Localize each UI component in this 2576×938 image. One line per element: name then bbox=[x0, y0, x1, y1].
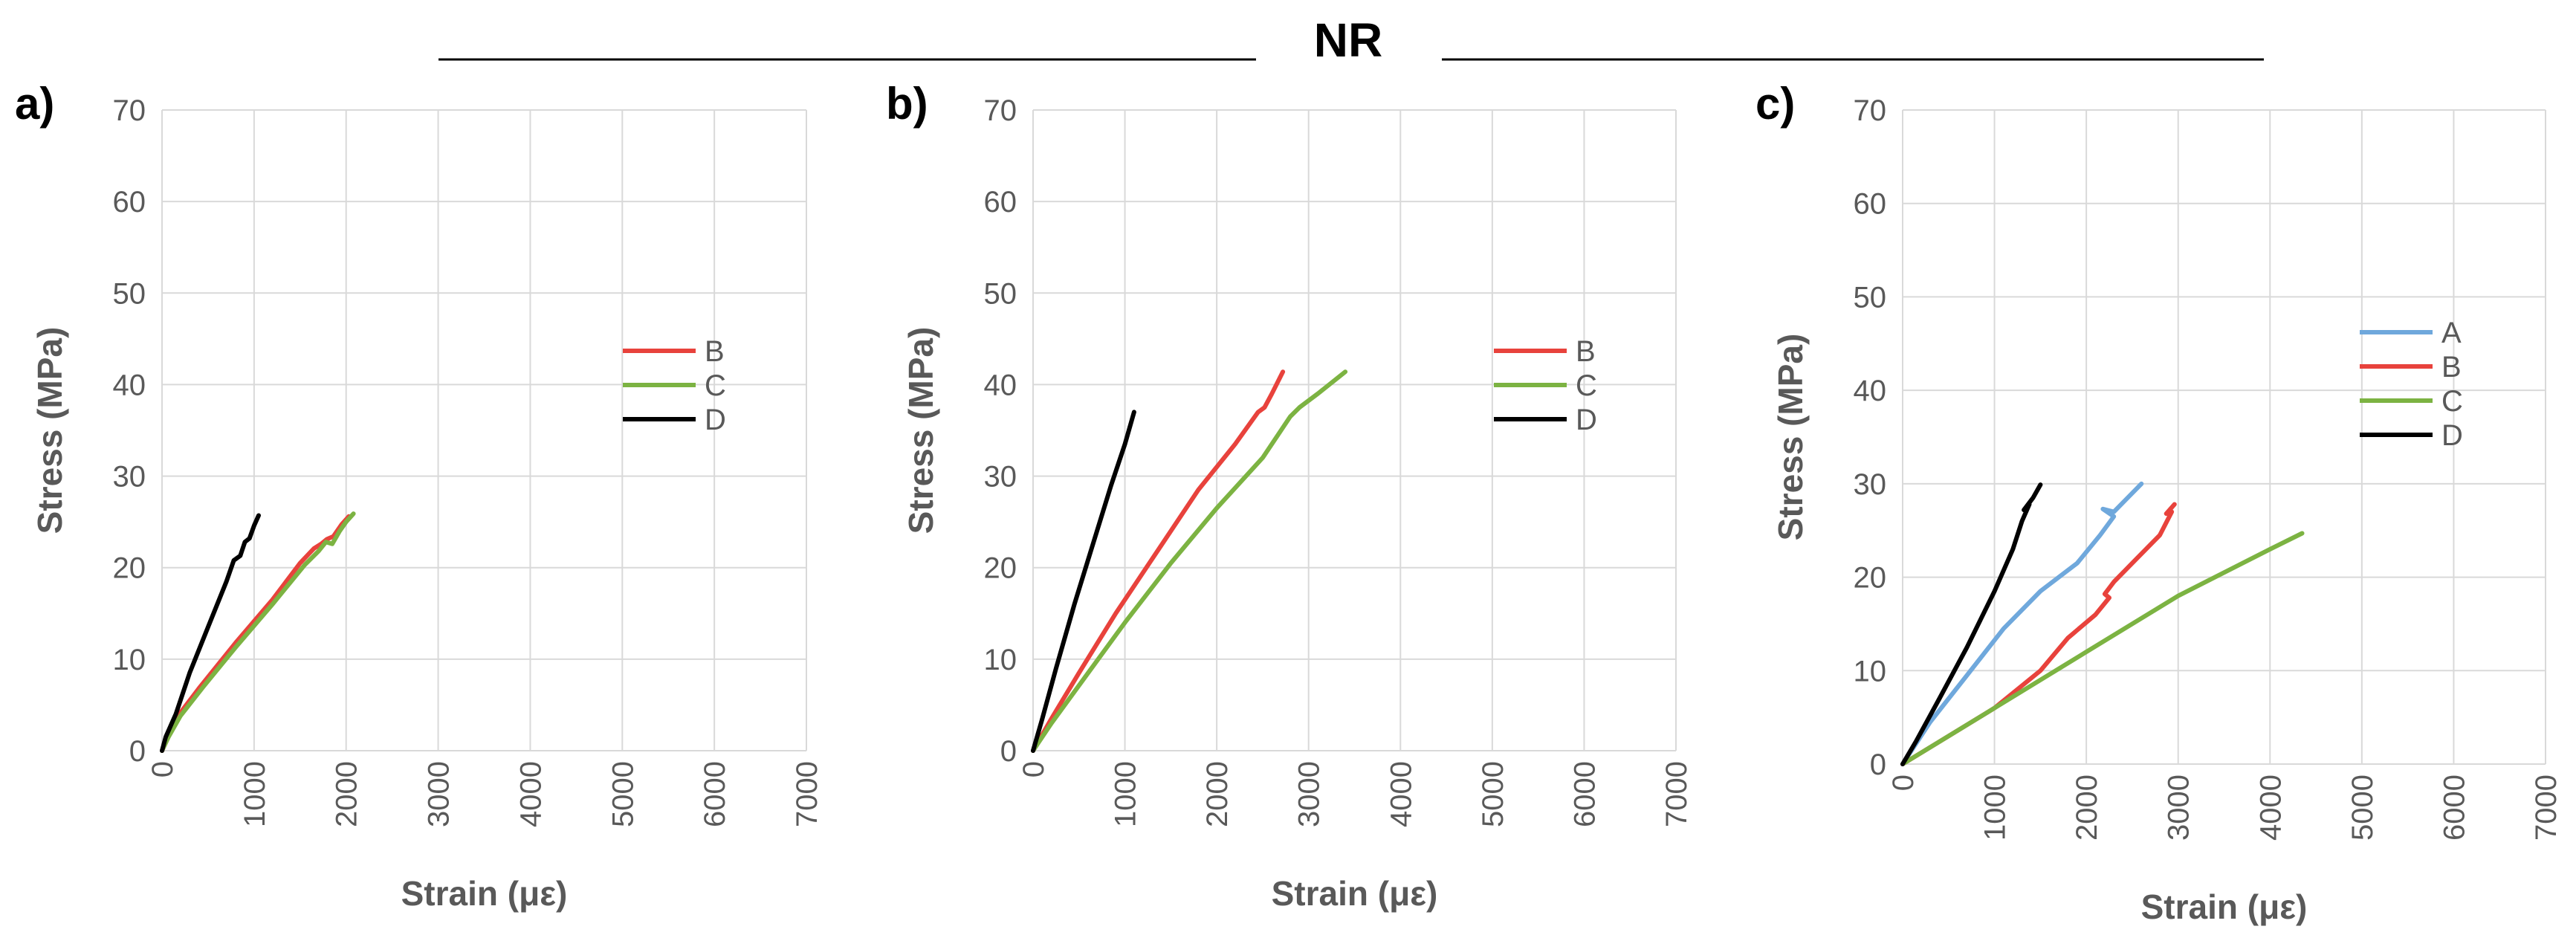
x-tick-label: 7000 bbox=[791, 761, 823, 827]
x-tick-label: 6000 bbox=[1568, 761, 1601, 827]
y-tick-label: 50 bbox=[1854, 281, 1887, 314]
x-tick-label: 6000 bbox=[699, 761, 731, 827]
y-tick-label: 70 bbox=[1854, 94, 1887, 127]
legend-label-b: B bbox=[1576, 335, 1596, 368]
legend-label-b: B bbox=[705, 335, 725, 368]
y-tick-label: 50 bbox=[984, 277, 1017, 310]
x-axis-title: Strain (με) bbox=[401, 874, 568, 913]
series-line-d bbox=[1031, 410, 1136, 753]
x-tick-label: 7000 bbox=[1660, 761, 1693, 827]
legend-label-d: D bbox=[705, 404, 726, 436]
y-tick-label: 0 bbox=[1870, 748, 1886, 781]
panel-label-b: b) bbox=[886, 79, 928, 129]
series-line-d bbox=[1900, 482, 2043, 766]
y-axis-title: Stress (MPa) bbox=[30, 327, 69, 534]
x-tick-label: 1000 bbox=[239, 761, 271, 827]
x-tick-label: 0 bbox=[1017, 761, 1050, 777]
series-line-c bbox=[1900, 531, 2305, 766]
x-tick-label: 5000 bbox=[2346, 774, 2379, 841]
legend-label-b: B bbox=[2441, 351, 2462, 384]
y-tick-label: 10 bbox=[984, 644, 1017, 676]
chart-panel-a: 0 10 20 30 40 50 60 70 0 1000 2000 3000 4000 5000 6000… bbox=[15, 79, 823, 913]
x-tick-label: 3000 bbox=[1293, 761, 1326, 827]
chart-panel-b: 0 10 20 30 40 50 60 70 0 1000 2000 3000 4000 5000 6000… bbox=[886, 79, 1693, 913]
y-tick-label: 20 bbox=[984, 552, 1017, 585]
x-tick-label: 0 bbox=[1887, 774, 1920, 791]
x-tick-label: 1000 bbox=[1979, 774, 2012, 841]
y-tick-label: 20 bbox=[113, 552, 146, 585]
y-tick-label: 70 bbox=[984, 94, 1017, 127]
y-tick-label: 10 bbox=[1854, 655, 1887, 688]
x-tick-label: 2000 bbox=[331, 761, 363, 827]
legend-label-c: C bbox=[2441, 385, 2463, 418]
figure-super-title: NR bbox=[1314, 13, 1382, 67]
y-tick-label: 60 bbox=[113, 186, 146, 219]
y-tick-label: 30 bbox=[1854, 468, 1887, 501]
legend-label-c: C bbox=[1576, 369, 1597, 402]
y-tick-label: 30 bbox=[984, 461, 1017, 494]
y-axis-title: Stress (MPa) bbox=[902, 327, 940, 534]
series-line-d bbox=[160, 513, 261, 753]
y-tick-label: 30 bbox=[113, 461, 146, 494]
x-tick-label: 3000 bbox=[2163, 774, 2195, 841]
y-tick-label: 70 bbox=[113, 94, 146, 127]
series-line-c bbox=[160, 511, 356, 753]
series-line-c bbox=[1031, 369, 1348, 753]
y-tick-label: 60 bbox=[1854, 188, 1887, 221]
series-line-a bbox=[1900, 481, 2144, 766]
x-tick-label: 3000 bbox=[423, 761, 456, 827]
x-tick-label: 2000 bbox=[1201, 761, 1234, 827]
x-tick-label: 4000 bbox=[1385, 761, 1417, 827]
y-tick-label: 20 bbox=[1854, 562, 1887, 595]
y-tick-label: 0 bbox=[129, 735, 146, 768]
x-axis-title: Strain (με) bbox=[2141, 887, 2308, 926]
x-axis-title: Strain (με) bbox=[1272, 874, 1438, 913]
series-line-b bbox=[1900, 502, 2177, 766]
x-tick-label: 5000 bbox=[1477, 761, 1509, 827]
y-tick-label: 40 bbox=[1854, 375, 1887, 407]
y-tick-label: 40 bbox=[113, 369, 146, 401]
x-tick-label: 1000 bbox=[1110, 761, 1142, 827]
y-tick-label: 0 bbox=[1000, 735, 1017, 768]
x-tick-label: 4000 bbox=[2254, 774, 2287, 841]
x-tick-label: 4000 bbox=[514, 761, 547, 827]
legend-label-c: C bbox=[705, 369, 726, 402]
y-tick-label: 40 bbox=[984, 369, 1017, 401]
x-tick-label: 7000 bbox=[2530, 774, 2563, 841]
y-tick-label: 10 bbox=[113, 644, 146, 676]
x-tick-label: 2000 bbox=[2071, 774, 2103, 841]
x-tick-label: 0 bbox=[146, 761, 179, 777]
chart-panel-c: 0 10 20 30 40 50 60 70 0 1000 2000 3000 4000 5000 6000… bbox=[1755, 79, 2563, 926]
panel-label-c: c) bbox=[1755, 79, 1795, 129]
y-tick-label: 50 bbox=[113, 277, 146, 310]
x-tick-label: 6000 bbox=[2438, 774, 2470, 841]
y-axis-title: Stress (MPa) bbox=[1771, 334, 1810, 541]
legend-label-d: D bbox=[2441, 419, 2463, 452]
legend-label-a: A bbox=[2441, 317, 2462, 349]
legend-label-d: D bbox=[1576, 404, 1597, 436]
panel-label-a: a) bbox=[15, 79, 54, 129]
series-line-b bbox=[1031, 369, 1286, 753]
x-tick-label: 5000 bbox=[606, 761, 639, 827]
y-tick-label: 60 bbox=[984, 186, 1017, 219]
